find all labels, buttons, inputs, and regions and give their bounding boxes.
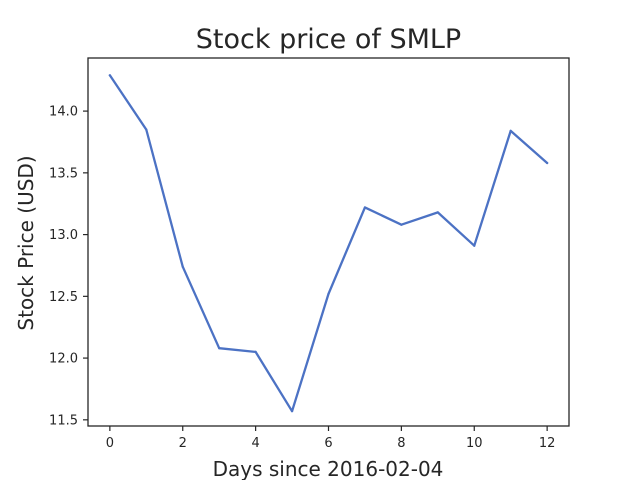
data-point [436,211,439,214]
y-axis: 11.5 12.0 12.5 13.0 13.5 14.0 [49,105,88,428]
plot-frame [87,57,570,427]
data-point [145,128,148,131]
x-tick-label: 12 [539,436,556,451]
data-point [363,206,367,209]
data-point [327,292,330,295]
data-point [400,223,403,226]
x-axis: 0 2 4 6 8 10 12 [106,426,556,451]
y-tick-label: 13.0 [49,228,78,243]
y-tick-label: 14.0 [49,105,78,120]
series-line [108,74,549,413]
data-point [181,265,184,268]
data-point [218,347,221,350]
x-tick-label: 6 [324,436,332,451]
data-point [290,410,294,413]
data-point [509,129,512,132]
x-axis-label: Days since 2016-02-04 [213,457,444,480]
x-tick-label: 8 [397,436,405,451]
y-tick-label: 11.5 [49,413,78,428]
data-point [546,161,549,165]
x-tick-label: 2 [179,436,187,451]
data-point [108,74,111,77]
y-tick-label: 12.5 [49,290,78,305]
x-tick-label: 4 [251,436,259,451]
x-tick-label: 0 [106,436,114,451]
chart-title: Stock price of SMLP [196,24,461,55]
x-tick-label: 10 [466,436,483,451]
y-axis-label: Stock Price (USD) [14,155,38,330]
y-tick-label: 12.0 [49,352,78,367]
data-point [254,350,257,354]
y-tick-label: 13.5 [49,166,78,181]
data-point [473,244,476,247]
plot-area [108,74,549,413]
